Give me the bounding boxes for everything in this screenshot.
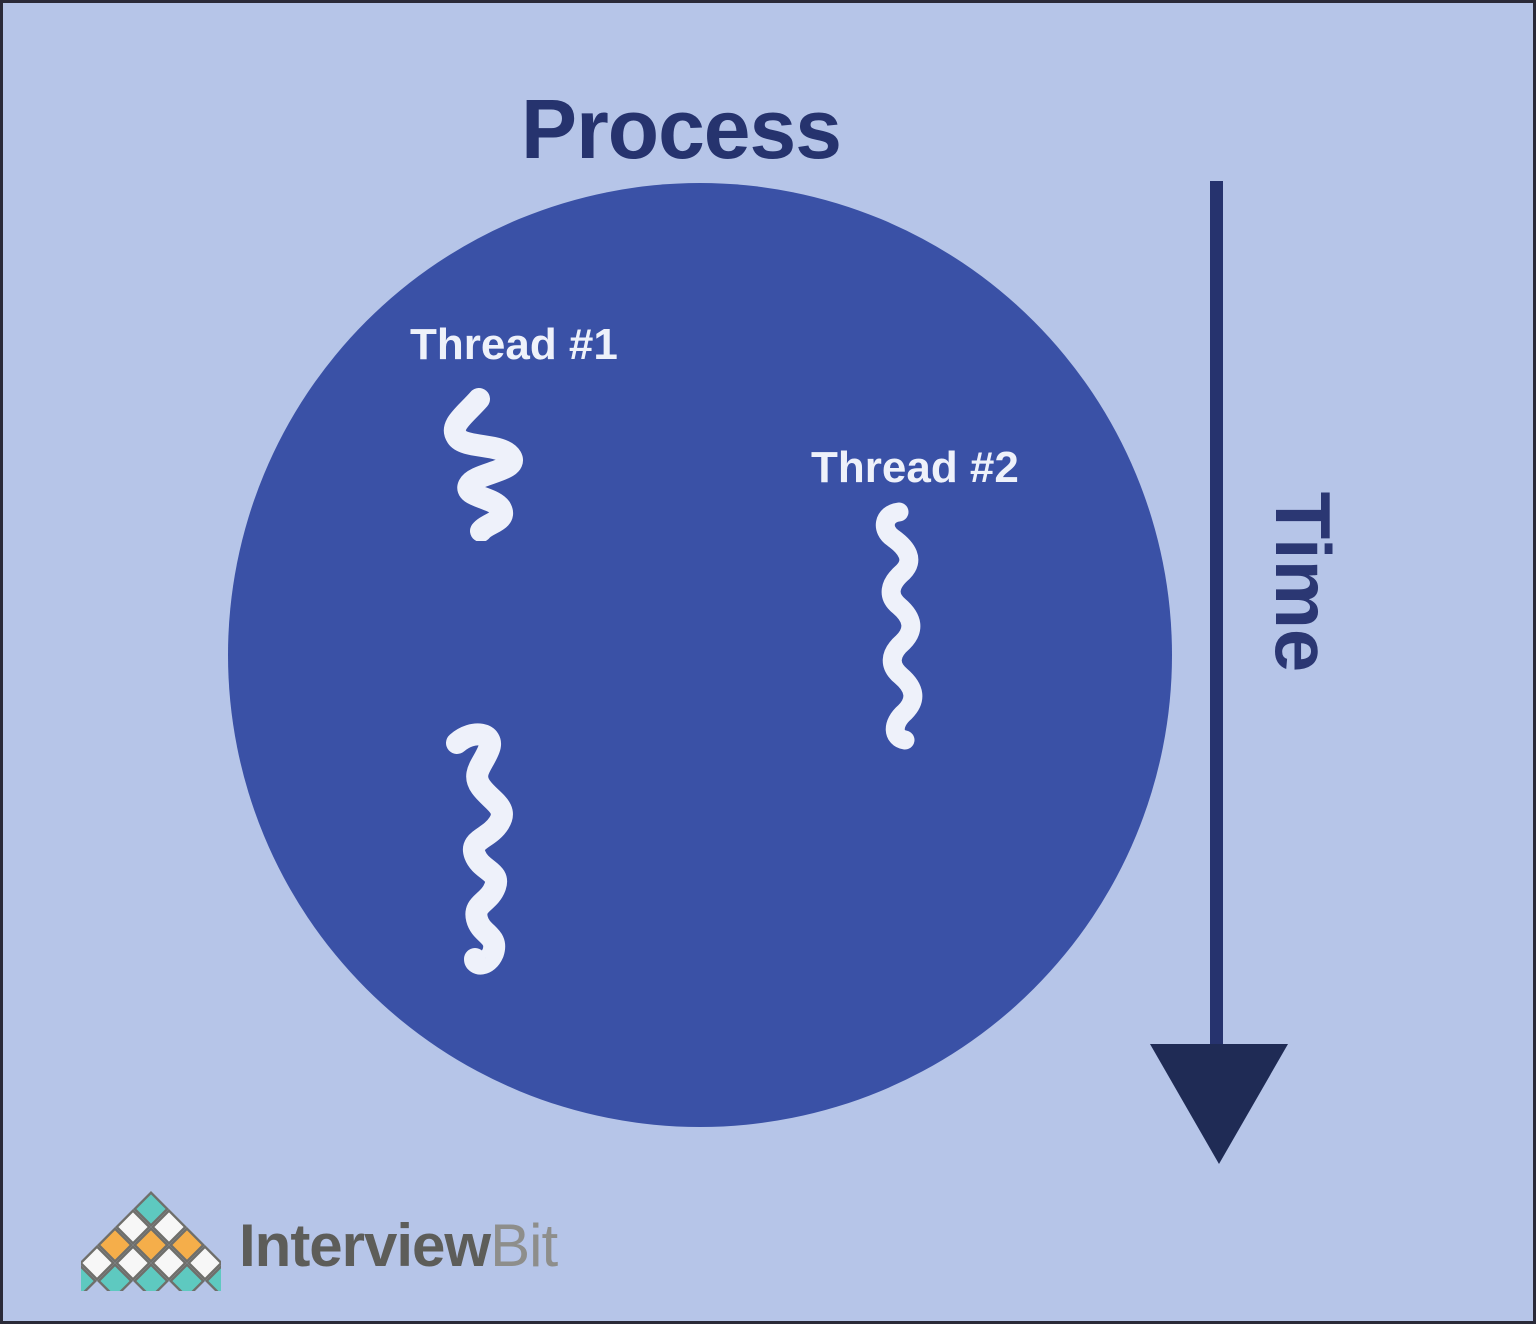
logo-name-bold: Interview [239, 1211, 491, 1279]
thread-2-squiggle-icon [865, 496, 945, 761]
page-title: Process [521, 82, 842, 176]
time-axis-arrowhead-icon [1150, 1044, 1288, 1164]
interviewbit-logo-mark-icon [61, 1191, 241, 1299]
time-axis-label: Time [1259, 491, 1347, 673]
interviewbit-logo: InterviewBit [61, 1191, 558, 1299]
thread-1-squiggle-icon [435, 381, 545, 546]
process-circle [228, 183, 1172, 1127]
thread-1-label: Thread #1 [410, 320, 618, 369]
time-axis-line [1210, 181, 1223, 1061]
logo-name-light: Bit [490, 1211, 558, 1279]
thread-3-squiggle-icon [429, 715, 559, 990]
interviewbit-logo-text: InterviewBit [239, 1215, 558, 1276]
thread-2-label: Thread #2 [811, 443, 1019, 492]
